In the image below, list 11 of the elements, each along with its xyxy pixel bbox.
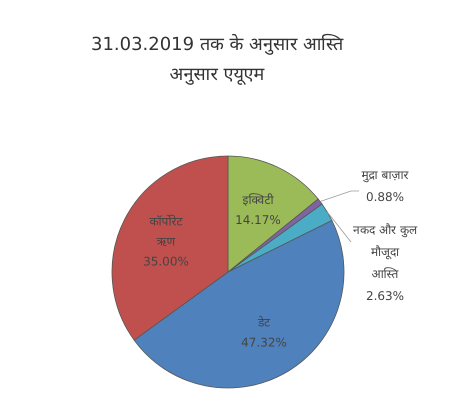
slice-label: कॉर्पोरेट ऋण	[149, 214, 184, 248]
data-label: 47.32%	[241, 336, 287, 350]
slice-label: इक्विटी	[242, 193, 274, 208]
data-label: 35.00%	[143, 254, 189, 268]
slice-label: नकद और कुल मौजूदा आस्ति	[353, 223, 418, 281]
data-label: 0.88%	[366, 190, 404, 204]
slice-label: मुद्रा बाज़ार	[362, 168, 410, 183]
data-label: 2.63%	[366, 289, 404, 303]
slice-label: डेट	[257, 316, 272, 330]
chart-title: 31.03.2019 तक के अनुसार आस्ति अनुसार एयूएम	[91, 33, 344, 85]
data-label: 14.17%	[235, 213, 281, 228]
